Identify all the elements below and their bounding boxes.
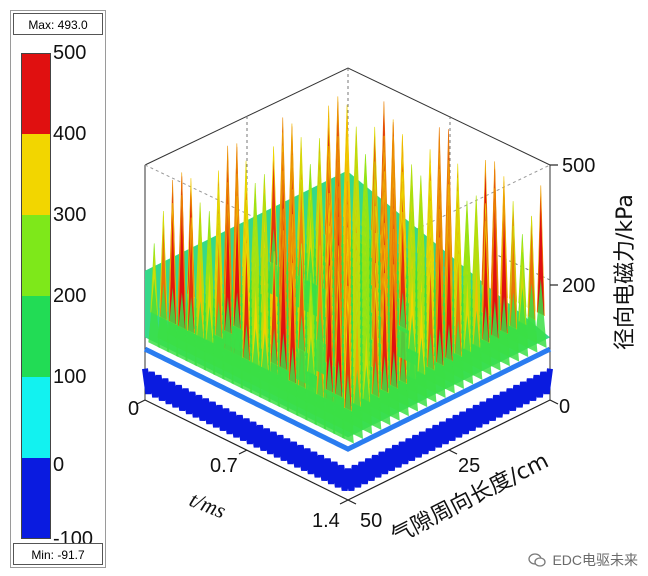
surface-body bbox=[525, 283, 538, 353]
surface-body bbox=[203, 305, 216, 376]
surface-body bbox=[176, 292, 188, 362]
y-tick-0: 0 bbox=[559, 396, 570, 418]
z-tick-500: 500 bbox=[562, 155, 595, 177]
legend-tick-0: 0 bbox=[53, 454, 65, 476]
surface-body bbox=[507, 292, 520, 362]
tick-c50 bbox=[347, 499, 357, 505]
surface-body bbox=[470, 310, 483, 380]
surface-body bbox=[342, 374, 354, 444]
surface-body bbox=[388, 351, 400, 421]
legend-swatch-300-400 bbox=[21, 134, 51, 215]
legend-swatch-0-100 bbox=[21, 377, 51, 458]
x-axis-title: t/ms bbox=[186, 486, 229, 523]
surface-body bbox=[461, 314, 474, 385]
surface-body bbox=[323, 355, 336, 426]
surface-body bbox=[185, 296, 197, 367]
tick-c25 bbox=[448, 449, 458, 455]
tick-t14 bbox=[339, 499, 349, 505]
surface-body bbox=[166, 287, 179, 358]
tick-t07 bbox=[238, 449, 248, 455]
surface-body bbox=[314, 305, 326, 376]
tick-c0 bbox=[549, 399, 559, 405]
x-tick-1: 0.7 bbox=[210, 455, 238, 477]
surface-body bbox=[443, 324, 455, 394]
front-axes bbox=[136, 164, 559, 505]
surface-body bbox=[479, 305, 492, 376]
surface-body bbox=[534, 278, 547, 349]
surface-body bbox=[415, 337, 428, 408]
surface-group bbox=[142, 96, 553, 491]
surface-body bbox=[397, 346, 409, 417]
surface-body bbox=[360, 364, 373, 435]
legend-tick-500: 500 bbox=[53, 42, 87, 64]
surface-body bbox=[433, 328, 446, 399]
surface-body bbox=[231, 292, 243, 362]
surface-body bbox=[378, 355, 391, 426]
surface-body bbox=[194, 301, 207, 371]
y-tick-1: 25 bbox=[458, 455, 480, 477]
surface-body bbox=[498, 296, 510, 367]
watermark-text: EDC电驱未来 bbox=[552, 552, 638, 568]
surface-body bbox=[295, 351, 308, 421]
legend-max-label: Max: 493.0 bbox=[13, 13, 103, 35]
legend-tick-200: 200 bbox=[53, 285, 87, 307]
z-axis-title: 径向电磁力/kPa bbox=[613, 194, 638, 350]
surface-front-fringe-light bbox=[143, 346, 552, 452]
surface-body bbox=[249, 328, 262, 399]
surface-body bbox=[157, 283, 170, 353]
legend-swatch-100-200 bbox=[21, 296, 51, 377]
surface-body bbox=[489, 301, 501, 371]
surface-body bbox=[424, 333, 437, 403]
legend-min-label: Min: -91.7 bbox=[13, 543, 103, 565]
legend-swatch-200-300 bbox=[21, 215, 51, 296]
x-tick-0: 0 bbox=[128, 398, 139, 420]
legend-swatch-neg100-0 bbox=[21, 458, 51, 539]
surface-body bbox=[452, 319, 465, 389]
legend-swatch-400-500 bbox=[21, 53, 51, 134]
z-tick-200: 200 bbox=[562, 275, 595, 297]
color-legend: Max: 493.0 500 400 300 200 100 0 -100 Mi… bbox=[10, 10, 106, 568]
surface-body bbox=[314, 360, 327, 430]
surface-body bbox=[396, 292, 409, 362]
legend-tick-100: 100 bbox=[53, 366, 87, 388]
surface-body bbox=[406, 314, 418, 385]
surface-body bbox=[295, 314, 308, 385]
surface-body bbox=[277, 333, 290, 403]
y-tick-2: 50 bbox=[360, 510, 382, 532]
surface-body bbox=[286, 346, 299, 417]
surface-body bbox=[516, 287, 529, 358]
legend-tick-300: 300 bbox=[53, 204, 87, 226]
surface-body bbox=[222, 296, 234, 367]
wechat-icon bbox=[528, 553, 547, 567]
x-tick-2: 1.4 bbox=[312, 510, 340, 532]
watermark: EDC电驱未来 bbox=[528, 550, 638, 570]
surface-body bbox=[332, 360, 345, 430]
surface-body bbox=[240, 324, 253, 394]
surface-body bbox=[212, 301, 225, 371]
surface-body bbox=[259, 333, 271, 403]
surface-body bbox=[369, 360, 382, 430]
surface-body bbox=[351, 369, 364, 439]
surface-front-fringe bbox=[142, 368, 553, 491]
surface-body bbox=[305, 337, 317, 408]
surface-body bbox=[148, 278, 161, 349]
tick-t0 bbox=[136, 399, 146, 405]
legend-tick-400: 400 bbox=[53, 123, 87, 145]
surface-body bbox=[268, 328, 280, 399]
